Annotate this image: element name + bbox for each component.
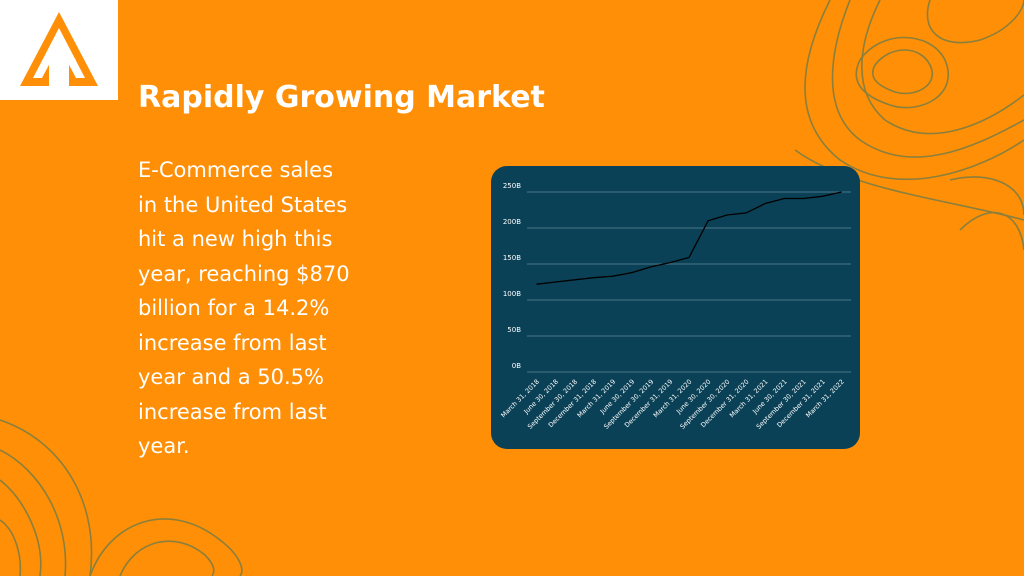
y-tick-label: 0B <box>512 362 521 370</box>
title: Rapidly Growing Market <box>138 80 545 115</box>
data-line <box>536 191 842 285</box>
contour <box>926 0 1024 44</box>
contour <box>0 519 22 576</box>
contour <box>804 0 1024 181</box>
contour <box>0 479 42 576</box>
contour <box>871 49 933 95</box>
body-text: E-Commerce sales in the United States hit … <box>138 153 350 464</box>
y-tick-label: 200B <box>503 218 521 226</box>
y-tick-label: 150B <box>503 254 521 262</box>
body-line: hit a new high this <box>138 227 333 251</box>
body-line: in the United States <box>138 192 348 217</box>
logo-inner <box>33 28 85 78</box>
contour <box>0 449 67 576</box>
chart-background <box>491 166 860 449</box>
body-line: billion for a 14.2% <box>138 296 330 320</box>
body-line: year, reaching $870 <box>138 261 350 286</box>
body-line: E-Commerce sales <box>138 158 334 182</box>
contour <box>0 419 93 576</box>
contour <box>119 540 215 576</box>
y-tick-label: 250B <box>503 182 521 190</box>
contour <box>861 0 1024 135</box>
contour <box>89 518 243 576</box>
body-line: increase from last <box>138 399 327 424</box>
y-tick-label: 50B <box>507 326 521 334</box>
body-line: year. <box>138 434 190 458</box>
y-tick-label: 100B <box>503 290 521 298</box>
body-line: year and a 50.5% <box>138 365 324 389</box>
body-line: increase from last <box>138 330 327 355</box>
contour <box>831 0 1024 158</box>
contour <box>949 176 1024 251</box>
contour <box>855 36 949 109</box>
